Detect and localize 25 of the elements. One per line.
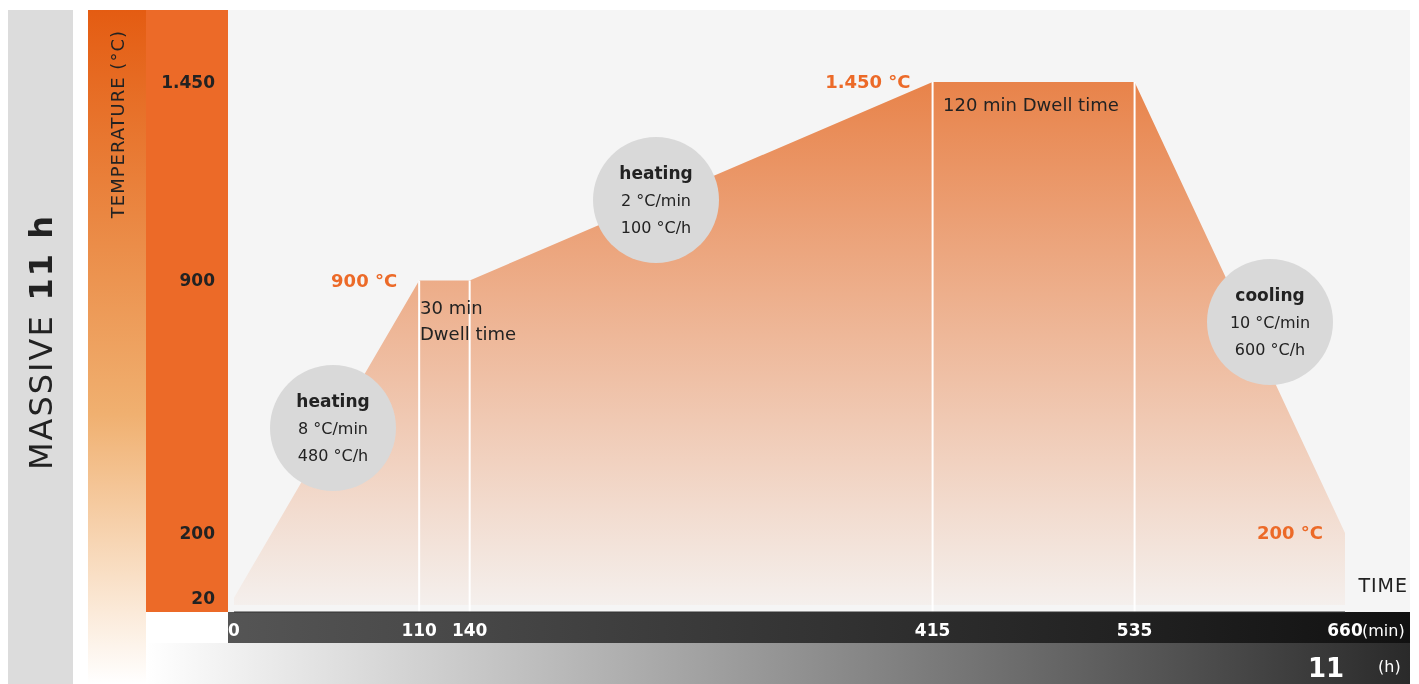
y-tick-label: 1.450 [161,72,216,93]
annotation: heating 8 °C/min 480 °C/h [296,390,370,465]
text: (min) [1362,620,1405,640]
x-tick-label: 140 [451,619,488,640]
annotation: 1.450 °C [825,71,911,93]
annotation: 30 min Dwell time [420,297,517,344]
x-tick-label: 415 [914,619,951,640]
y-tick-label: 900 [179,270,216,291]
y-axis-title: TEMPERATURE (°C) [107,30,128,220]
text: 11 [1307,653,1345,684]
x-tick-label: 110 [401,619,438,640]
text: (h) [1378,656,1401,676]
x-axis-title: TIME [1357,574,1408,596]
text: 11 h [22,213,60,301]
y-tick-label: 200 [179,522,216,543]
x-tick-label: 535 [1116,619,1153,640]
annotation: 120 min Dwell time [943,94,1119,116]
annotation: 900 °C [331,269,398,291]
annotation: cooling 10 °C/min 600 °C/h [1229,284,1311,359]
annotation: heating 2 °C/min 100 °C/h [619,162,693,237]
annotation: 200 °C [1256,522,1323,544]
x-tick-label: 0 [228,619,241,640]
y-tick-label: 20 [191,587,216,608]
text: MASSIVE [22,314,60,471]
x-tick-label: 660 [1327,619,1363,640]
